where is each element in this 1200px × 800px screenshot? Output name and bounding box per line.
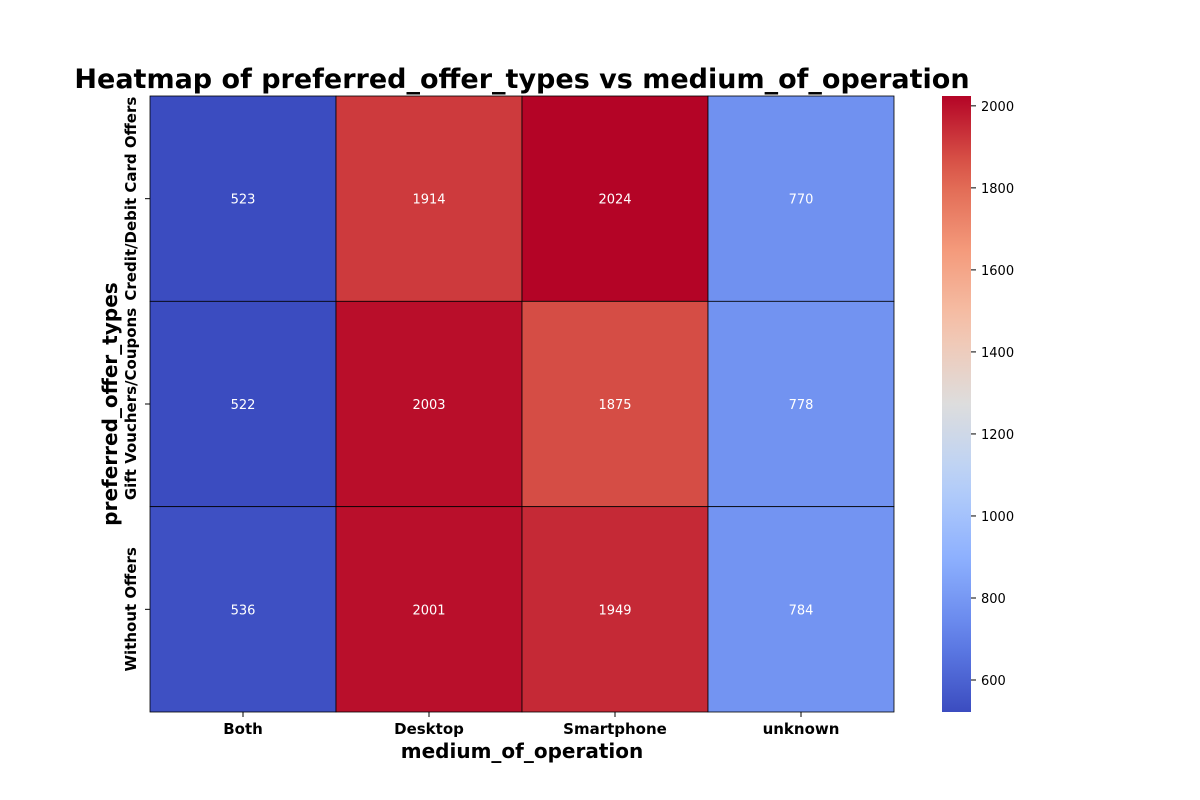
x-tick-label: Desktop [394, 720, 464, 738]
cell-value-label: 2001 [412, 603, 445, 618]
heatmap-cell [707, 300, 895, 508]
y-axis-label: preferred_offer_types [98, 282, 122, 525]
y-tick-label: Without Offers [122, 547, 140, 671]
chart-title: Heatmap of preferred_offer_types vs medi… [74, 64, 969, 95]
heatmap-cell [149, 95, 337, 302]
colorbar-tick-label: 600 [981, 674, 1006, 689]
colorbar [942, 96, 971, 712]
y-axis-ticks: Credit/Debit Card Offers Gift Vouchers/Co… [122, 97, 150, 671]
heatmap-cell [707, 506, 895, 713]
heatmap-cell [149, 300, 337, 508]
heatmap-cell [335, 506, 523, 713]
cell-value-label: 1949 [598, 603, 631, 618]
cell-value-label: 523 [231, 193, 256, 208]
colorbar-tick-label: 2000 [981, 100, 1014, 115]
colorbar-tick-label: 1000 [981, 510, 1014, 525]
x-axis-label: medium_of_operation [401, 739, 643, 763]
cell-value-label: 2003 [412, 398, 445, 413]
heatmap-cell [521, 300, 709, 508]
cell-value-label: 1875 [598, 398, 631, 413]
colorbar-ticks: 600 800 1000 1200 1400 1600 1800 2000 [971, 100, 1014, 689]
colorbar-tick-label: 800 [981, 592, 1006, 607]
heatmap-cell [521, 95, 709, 302]
cell-value-label: 536 [231, 603, 256, 618]
cell-value-label: 1914 [412, 193, 445, 208]
x-tick-label: unknown [763, 720, 840, 738]
heatmap-cell [335, 95, 523, 302]
heatmap-cell [707, 95, 895, 302]
y-tick-label: Credit/Debit Card Offers [122, 97, 140, 301]
cell-value-label: 522 [231, 398, 256, 413]
cell-value-label: 770 [789, 193, 814, 208]
cell-value-label: 778 [789, 398, 814, 413]
colorbar-tick-label: 1800 [981, 182, 1014, 197]
colorbar-tick-label: 1600 [981, 264, 1014, 279]
x-tick-label: Both [223, 720, 263, 738]
cell-value-label: 2024 [598, 193, 631, 208]
cell-value-label: 784 [789, 603, 814, 618]
heatmap-cells [149, 95, 895, 713]
colorbar-tick-label: 1200 [981, 428, 1014, 443]
heatmap-cell-labels: 523 1914 2024 770 522 2003 1875 778 536 2001 1949 7… [231, 193, 814, 619]
heatmap-cell [335, 300, 523, 508]
x-axis-ticks: Both Desktop Smartphone unknown [223, 712, 839, 738]
colorbar-tick-label: 1400 [981, 346, 1014, 361]
x-tick-label: Smartphone [563, 720, 667, 738]
y-tick-label: Gift Vouchers/Coupons [122, 308, 140, 500]
